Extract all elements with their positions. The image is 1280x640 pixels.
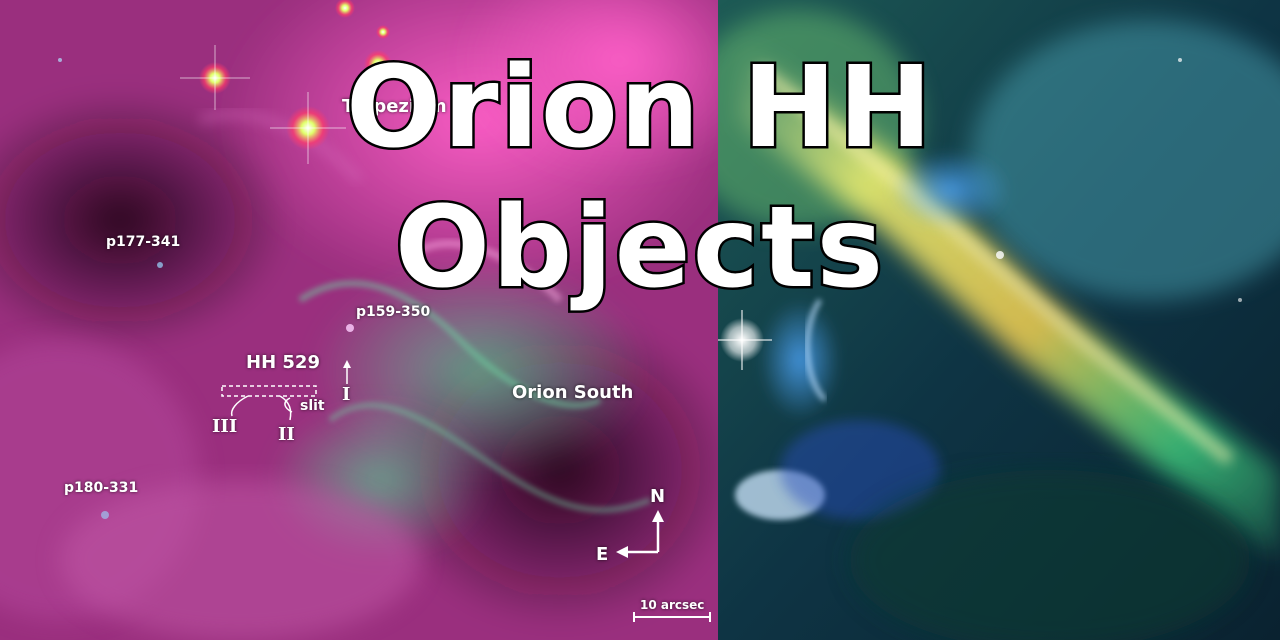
left-nebula-panel bbox=[0, 0, 718, 640]
knot-iii-arrow bbox=[230, 395, 249, 417]
slit-label: slit bbox=[300, 398, 325, 414]
compass-north-label: N bbox=[650, 486, 666, 507]
scale-bar-icon bbox=[633, 612, 711, 622]
title-line-2: Objects bbox=[392, 183, 886, 313]
annotation-overlay bbox=[221, 360, 711, 622]
p177-341-label: p177-341 bbox=[106, 234, 181, 250]
hh529-label: HH 529 bbox=[246, 352, 320, 373]
title-line-1: Orion HH bbox=[344, 43, 935, 173]
p180-331-label: p180-331 bbox=[64, 480, 139, 496]
slit-box bbox=[221, 385, 317, 397]
knot-i-label: I bbox=[342, 384, 351, 405]
knot-ii-arrow bbox=[279, 395, 292, 421]
knot-ii-label: II bbox=[278, 424, 295, 445]
compass-east-label: E bbox=[596, 544, 609, 565]
orion-south-label: Orion South bbox=[512, 382, 634, 403]
knot-iii-label: III bbox=[212, 416, 238, 437]
trapezium-label: Trapezium bbox=[342, 96, 447, 117]
scale-bar-label: 10 arcsec bbox=[640, 598, 705, 612]
right-nebula-panel bbox=[718, 0, 1280, 640]
compass-arrows-icon bbox=[616, 510, 664, 558]
p159-350-label: p159-350 bbox=[356, 304, 431, 320]
